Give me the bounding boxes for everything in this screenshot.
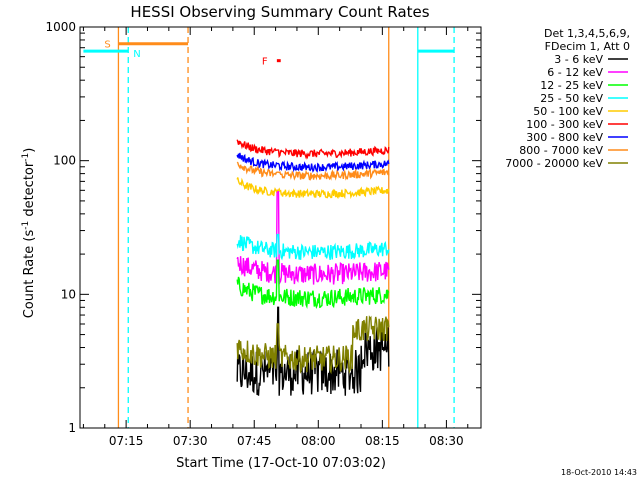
footer-timestamp: 18-Oct-2010 14:43 xyxy=(561,468,637,477)
legend-label-0: 3 - 6 keV xyxy=(554,53,603,66)
series-line-4 xyxy=(236,177,390,200)
y-axis-label-sup2: -1 xyxy=(21,153,31,162)
x-tick-label-0: 07:15 xyxy=(109,434,144,448)
axes: 07:15 07:30 07:45 08:00 08:15 08:30 1 10 100 1000 xyxy=(45,20,482,448)
series-line-8 xyxy=(236,315,390,375)
series-line-6 xyxy=(236,152,390,173)
y-axis-label-end: ) xyxy=(22,148,37,153)
series-line-0 xyxy=(236,306,390,396)
x-tick-label-5: 08:30 xyxy=(429,434,464,448)
series-line-7 xyxy=(236,161,390,181)
y-axis-label-sup1: -1 xyxy=(21,221,31,230)
y-axis-label-base: Count Rate (s xyxy=(22,230,37,319)
series-line-1 xyxy=(236,189,390,285)
legend: Det 1,3,4,5,6,9,FDecim 1, Att 03 - 6 keV… xyxy=(505,27,630,170)
y-tick-label-1: 10 xyxy=(61,287,76,301)
legend-label-3: 25 - 50 keV xyxy=(540,92,603,105)
series-line-2 xyxy=(236,259,390,309)
y-tick-label-0: 1 xyxy=(68,421,76,435)
y-axis-label: Count Rate (s-1 detector-1) xyxy=(21,148,37,319)
marker-label-s: S xyxy=(104,40,110,51)
legend-label-7: 800 - 7000 keV xyxy=(519,144,603,157)
series-line-5 xyxy=(236,139,390,160)
x-tick-label-3: 08:00 xyxy=(301,434,336,448)
y-tick-label-2: 100 xyxy=(53,154,76,168)
legend-label-6: 300 - 800 keV xyxy=(526,131,603,144)
plot-frame xyxy=(79,26,482,429)
legend-header-1: FDecim 1, Att 0 xyxy=(545,40,630,53)
legend-label-5: 100 - 300 keV xyxy=(526,118,603,131)
y-axis-label-mid: detector xyxy=(22,161,37,221)
plot-area: S N F xyxy=(83,27,455,428)
x-tick-label-2: 07:45 xyxy=(237,434,272,448)
series-line-3 xyxy=(236,233,390,261)
marker-label-n: N xyxy=(133,49,140,60)
marker-label-f: F xyxy=(262,57,268,68)
legend-label-8: 7000 - 20000 keV xyxy=(505,157,603,170)
legend-header-0: Det 1,3,4,5,6,9, xyxy=(544,27,630,40)
x-axis-label: Start Time (17-Oct-10 07:03:02) xyxy=(176,456,386,471)
legend-label-4: 50 - 100 keV xyxy=(533,105,603,118)
y-tick-label-3: 1000 xyxy=(45,20,76,34)
x-tick-label-1: 07:30 xyxy=(173,434,208,448)
legend-label-2: 12 - 25 keV xyxy=(540,79,603,92)
legend-label-1: 6 - 12 keV xyxy=(547,66,603,79)
chart-title: HESSI Observing Summary Count Rates xyxy=(130,3,429,21)
x-tick-label-4: 08:15 xyxy=(365,434,400,448)
